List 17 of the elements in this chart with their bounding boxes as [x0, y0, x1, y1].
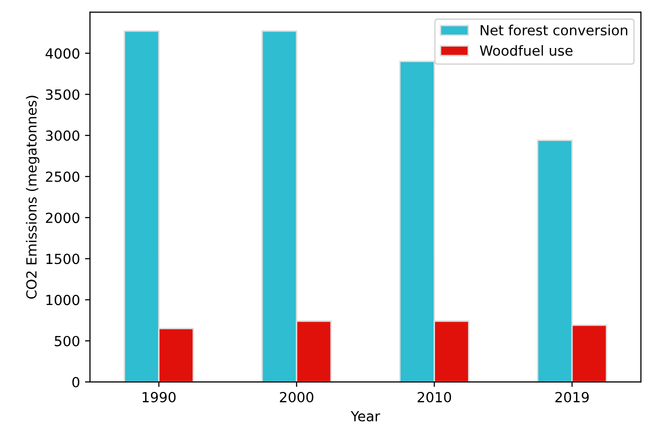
y-tick-label: 1500: [46, 254, 80, 264]
y-tick-label: 3500: [46, 89, 80, 100]
y-axis-title: CO2 Emissions (megatonnes): [26, 96, 40, 299]
legend-label: Net forest conversion: [480, 24, 628, 36]
y-tick-label: 3000: [46, 130, 80, 141]
legend-label: Woodfuel use: [480, 45, 572, 56]
x-tick-label: 1990: [142, 392, 176, 402]
y-tick-label: 1000: [46, 294, 80, 306]
x-tick-label: 2010: [418, 392, 452, 402]
y-tick-label: 0: [72, 376, 80, 388]
x-tick-label: 2000: [280, 392, 314, 402]
y-tick-label: 2000: [46, 212, 80, 224]
x-axis-title: Year: [350, 411, 380, 422]
y-tick-label: 2500: [46, 171, 80, 182]
y-tick-label: 4000: [46, 48, 80, 59]
y-tick-label: 500: [54, 336, 80, 346]
x-tick-label: 2019: [555, 392, 589, 402]
